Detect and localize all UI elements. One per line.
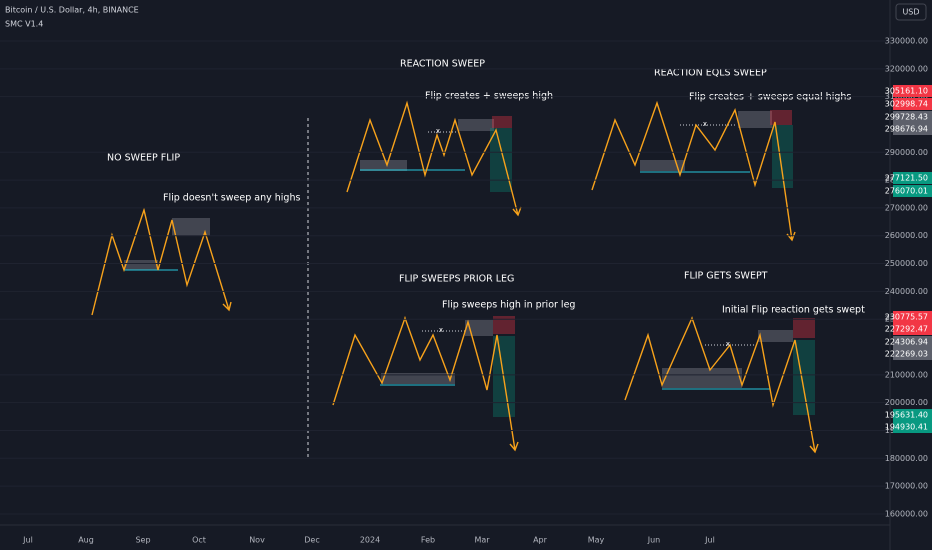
price-tick: 180000.00 — [885, 454, 928, 463]
annotation: REACTION SWEEP — [400, 59, 485, 70]
time-tick: Sep — [135, 536, 150, 545]
time-tick: Jun — [647, 536, 661, 545]
symbol: Bitcoin / U.S. Dollar, 4h, BINANCE — [5, 6, 139, 15]
price-label: 299728.43 — [885, 113, 928, 122]
arrow — [222, 301, 232, 312]
box — [124, 260, 158, 270]
zigzag — [624, 316, 816, 453]
sweep-mark: x — [439, 326, 443, 334]
sweep-mark: x — [703, 120, 707, 128]
zone — [490, 128, 512, 192]
annotation: Flip sweeps high in prior leg — [442, 300, 575, 311]
price-label: 194930.41 — [885, 423, 928, 432]
price-label-bg — [893, 311, 932, 323]
zigzag — [591, 100, 793, 241]
time-tick: Apr — [533, 536, 548, 545]
box — [465, 320, 493, 336]
price-label: 195631.40 — [885, 411, 928, 420]
price-label-bg — [893, 111, 932, 123]
annotation: Flip creates + sweeps high — [425, 91, 553, 102]
price-label-bg — [893, 348, 932, 360]
price-label-bg — [893, 185, 932, 197]
price-label-bg — [893, 123, 932, 135]
time-tick: Dec — [304, 536, 319, 545]
price-tick: 240000.00 — [885, 287, 928, 296]
box — [381, 373, 455, 384]
time-tick: May — [588, 536, 605, 545]
time-tick: Mar — [474, 536, 490, 545]
arrow — [509, 441, 519, 452]
setup-no-sweep — [91, 207, 232, 316]
box — [640, 160, 685, 171]
time-tick: Jul — [22, 536, 33, 545]
price-label: 224306.94 — [885, 338, 928, 347]
annotation: FLIP SWEEPS PRIOR LEG — [399, 274, 514, 285]
price-tick: 330000.00 — [885, 37, 928, 46]
box — [738, 111, 772, 128]
price-label: 298676.94 — [885, 125, 928, 134]
annotation: Flip doesn't sweep any highs — [163, 193, 300, 204]
price-label-bg — [893, 98, 932, 110]
zone — [770, 110, 792, 125]
time-tick: 2024 — [360, 536, 380, 545]
zone — [493, 316, 515, 334]
price-label-bg — [893, 421, 932, 433]
annotation: FLIP GETS SWEPT — [684, 271, 768, 282]
sweep-mark: x — [726, 340, 730, 348]
currency[interactable]: USD — [902, 8, 919, 17]
price-label-bg — [893, 323, 932, 335]
time-tick: Jul — [704, 536, 715, 545]
price-tick: 210000.00 — [885, 370, 928, 379]
price-label: 305161.10 — [885, 87, 928, 96]
price-label-bg — [893, 409, 932, 421]
price-tick: 170000.00 — [885, 482, 928, 491]
indicator: SMC V1.4 — [5, 20, 43, 29]
zone — [492, 116, 512, 128]
price-label: 302998.74 — [885, 100, 928, 109]
time-tick: Nov — [249, 536, 265, 545]
zone — [793, 318, 815, 338]
price-tick: 160000.00 — [885, 509, 928, 518]
price-label-bg — [893, 172, 932, 184]
price-tick: 250000.00 — [885, 259, 928, 268]
price-label: 227292.47 — [885, 325, 928, 334]
time-tick: Feb — [421, 536, 435, 545]
setup-gets-swept — [624, 316, 819, 454]
time-tick: Aug — [78, 536, 94, 545]
box — [172, 218, 210, 236]
setup-reaction-sweep — [346, 100, 522, 217]
time-tick: Oct — [192, 536, 206, 545]
price-label-bg — [893, 336, 932, 348]
price-tick: 260000.00 — [885, 231, 928, 240]
price-label-bg — [893, 85, 932, 97]
price-tick: 270000.00 — [885, 203, 928, 212]
setup-reaction-eqls — [591, 100, 796, 242]
price-label: 222269.03 — [885, 350, 928, 359]
price-tick: 320000.00 — [885, 64, 928, 73]
price-label: 230775.57 — [885, 313, 928, 322]
box — [458, 119, 494, 131]
price-label: 276070.01 — [885, 187, 928, 196]
price-tick: 200000.00 — [885, 398, 928, 407]
setup-prior-leg — [332, 315, 519, 452]
sweep-mark: x — [436, 127, 440, 135]
annotation: Initial Flip reaction gets swept — [722, 305, 865, 316]
arrow — [512, 206, 522, 217]
price-label: 277121.50 — [885, 174, 928, 183]
box — [662, 368, 742, 388]
arrow — [809, 443, 819, 454]
price-tick: 290000.00 — [885, 148, 928, 157]
zigzag — [332, 315, 516, 451]
currency-button[interactable] — [895, 3, 927, 21]
zigzag — [91, 207, 230, 316]
annotation: REACTION EQLS SWEEP — [654, 68, 767, 79]
box — [360, 160, 407, 171]
zigzag — [346, 100, 519, 216]
box — [758, 330, 793, 342]
annotation: NO SWEEP FLIP — [107, 153, 180, 164]
